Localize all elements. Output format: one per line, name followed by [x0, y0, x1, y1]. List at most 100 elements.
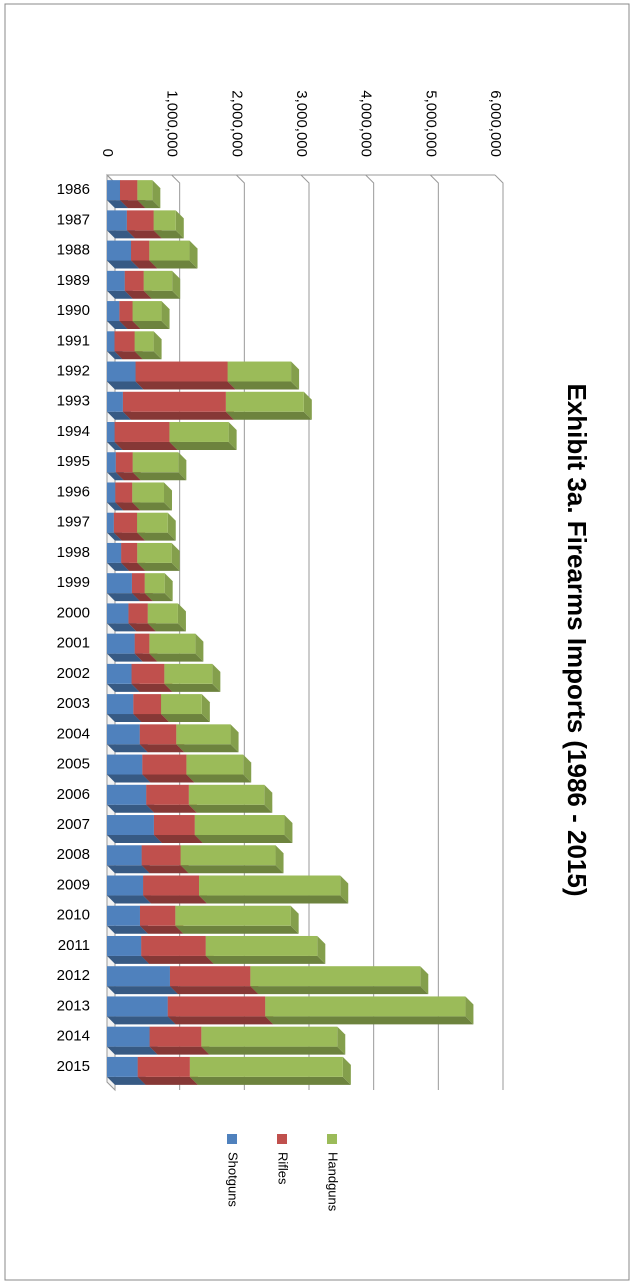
bar — [153, 815, 195, 835]
bar-top — [465, 996, 474, 1025]
bar — [167, 996, 266, 1017]
bar — [106, 301, 120, 322]
bar-depth — [147, 623, 186, 632]
bar-depth — [107, 623, 137, 632]
bar-depth — [153, 230, 184, 239]
x-tick-label: 1993 — [57, 393, 90, 410]
bar-depth — [107, 1076, 146, 1085]
y-tick-label: 4,000,000 — [358, 90, 375, 157]
bar — [134, 331, 154, 352]
bar-depth — [107, 925, 148, 934]
bar-depth — [164, 683, 221, 692]
bar-depth — [107, 683, 140, 692]
legend-swatch — [227, 1134, 237, 1144]
bar — [107, 815, 154, 835]
y-tick-label: 5,000,000 — [422, 90, 439, 157]
bar — [114, 422, 170, 442]
bar — [131, 573, 145, 594]
bar-top — [337, 1026, 346, 1055]
bar — [107, 1026, 150, 1047]
bar — [141, 845, 181, 866]
bar-depth — [107, 834, 162, 843]
bar-top — [317, 935, 326, 964]
bar-depth — [167, 1016, 274, 1025]
bar — [107, 784, 147, 805]
bar — [126, 210, 154, 231]
bar — [147, 603, 178, 624]
bar-depth — [137, 1076, 198, 1085]
x-tick-label: 2010 — [57, 907, 90, 924]
bar-depth — [107, 351, 123, 360]
bar-depth — [107, 804, 155, 813]
bar-top — [172, 270, 181, 299]
bar-depth — [107, 411, 131, 420]
bar-depth — [107, 1016, 176, 1025]
bar-top — [195, 633, 204, 662]
bar — [106, 573, 132, 594]
bar — [107, 845, 142, 866]
bar — [107, 482, 116, 503]
bar-top — [291, 361, 300, 390]
x-tick-label: 2002 — [57, 665, 90, 682]
legend-label: Handguns — [326, 1152, 341, 1212]
bar-depth — [113, 532, 146, 541]
bar-top — [153, 331, 162, 360]
bar — [146, 784, 189, 805]
bar-top — [243, 754, 252, 783]
bar-top — [228, 422, 237, 450]
bar — [188, 784, 265, 805]
x-tick-label: 1995 — [57, 453, 90, 470]
bar — [106, 452, 116, 473]
bar — [134, 633, 150, 654]
x-tick-label: 1999 — [57, 574, 90, 591]
bar — [205, 935, 318, 956]
legend-swatch — [327, 1134, 337, 1144]
bar — [186, 754, 244, 775]
bar-top — [420, 966, 429, 995]
x-tick-label: 1988 — [57, 242, 90, 259]
bar — [176, 724, 231, 745]
bar-depth — [126, 230, 162, 239]
bar-depth — [107, 865, 150, 874]
bar-top — [284, 815, 293, 843]
bar-top — [167, 512, 176, 541]
bar-depth — [188, 804, 273, 813]
bar — [119, 301, 133, 322]
bar — [107, 210, 127, 231]
bar-depth — [141, 865, 189, 874]
bar — [137, 1056, 190, 1077]
grid-line — [365, 174, 375, 1090]
bar — [227, 361, 292, 382]
bar — [106, 905, 140, 926]
bar-depth — [139, 925, 184, 934]
bar-depth — [119, 321, 141, 330]
bar-depth — [161, 714, 210, 723]
bar — [106, 180, 120, 201]
bar-depth — [107, 562, 130, 571]
x-tick-label: 2014 — [57, 1028, 90, 1045]
bar-depth — [107, 230, 135, 239]
bar — [107, 724, 140, 745]
bar-depth — [169, 441, 237, 450]
chart-area: Exhibit 3a. Firearms Imports (1986 - 201… — [4, 3, 630, 1281]
x-tick-label: 1989 — [57, 272, 90, 289]
bar-depth — [107, 986, 178, 995]
bar — [144, 573, 165, 594]
x-tick-label: 1987 — [57, 211, 90, 228]
bar-depth — [107, 532, 122, 541]
bar — [161, 694, 202, 715]
bar-depth — [139, 744, 185, 753]
bar-depth — [149, 1046, 210, 1055]
bar-top — [178, 452, 187, 481]
bar — [107, 240, 132, 261]
bar-top — [152, 180, 161, 209]
bar-depth — [201, 1046, 346, 1055]
bar — [107, 361, 136, 382]
bar-top — [230, 724, 239, 753]
bar — [107, 391, 123, 412]
bar-top — [264, 784, 273, 813]
bar-top — [303, 391, 312, 420]
bar — [114, 331, 135, 352]
bar-depth — [124, 290, 152, 299]
